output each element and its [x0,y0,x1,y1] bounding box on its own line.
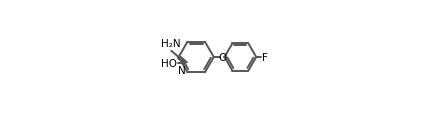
Text: O: O [218,53,226,62]
Text: N: N [178,65,185,75]
Text: H₂N: H₂N [162,39,181,49]
Text: HO: HO [161,59,177,69]
Text: F: F [262,53,267,62]
